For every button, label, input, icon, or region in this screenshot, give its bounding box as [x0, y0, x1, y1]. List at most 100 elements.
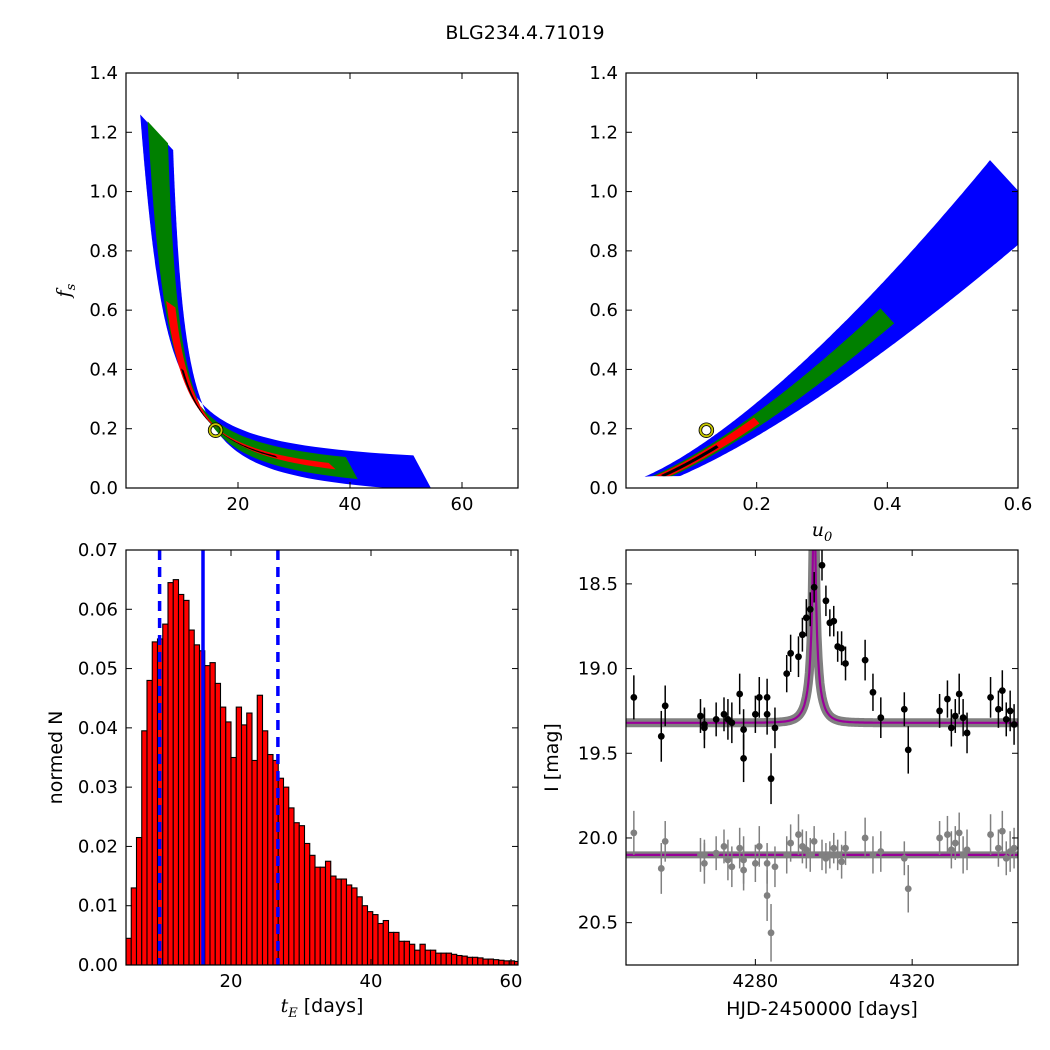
- data-point: [1002, 715, 1010, 723]
- residual-point: [712, 849, 720, 857]
- histogram-bar: [319, 866, 327, 965]
- histogram-bar: [330, 875, 337, 965]
- data-point: [755, 693, 763, 701]
- data-point: [701, 724, 708, 732]
- data-point: [802, 614, 810, 622]
- histogram-bar: [361, 905, 369, 965]
- residual-point: [630, 829, 638, 837]
- histogram-bar: [335, 878, 342, 965]
- data-point: [987, 693, 994, 701]
- data-point: [771, 724, 779, 732]
- axes-frame: [625, 549, 1019, 966]
- histogram-bar: [177, 593, 185, 965]
- panel-tE-histogram: 20 40 60 0.00 0.01 0.02 0.03 0.04 0.05 0.06 0.07 no…: [45, 540, 522, 1021]
- histogram-bar: [246, 712, 253, 965]
- y-tick-label: 1.2: [89, 122, 118, 143]
- histogram-bar: [130, 887, 138, 965]
- data-point: [740, 754, 747, 762]
- histogram-bar: [482, 958, 489, 965]
- histogram-bar: [324, 860, 332, 965]
- residual-point: [740, 856, 747, 864]
- residual-point: [900, 854, 908, 862]
- residual-point: [959, 851, 967, 859]
- data-point: [657, 732, 665, 740]
- residual-point: [763, 859, 771, 867]
- axes-frame: [125, 549, 519, 966]
- y-tick-label: 0.06: [78, 599, 118, 620]
- y-tick-label: 1.4: [89, 63, 118, 84]
- histogram-bar: [146, 679, 153, 965]
- histogram-bar: [382, 919, 390, 965]
- data-point: [1010, 721, 1018, 728]
- histogram-bar: [461, 955, 468, 965]
- histogram-bar: [230, 756, 237, 965]
- residual-point: [802, 846, 810, 854]
- plot-area: [644, 160, 1018, 477]
- data-point: [830, 617, 838, 625]
- histogram-bar: [298, 825, 306, 965]
- data-point: [697, 712, 704, 720]
- residual-point: [724, 856, 732, 864]
- histogram-bar: [261, 730, 269, 965]
- contour-level-middle: [652, 308, 895, 477]
- histogram-bar: [309, 854, 316, 965]
- residual-point: [787, 839, 795, 847]
- histogram-bar: [440, 952, 447, 965]
- histogram-bar: [240, 724, 248, 965]
- data-point: [751, 710, 759, 718]
- histogram-bar: [372, 914, 379, 965]
- histogram-bar: [429, 949, 437, 965]
- data-point: [736, 690, 744, 698]
- histogram-bar: [466, 956, 474, 965]
- x-tick-label: 20: [227, 494, 250, 515]
- residual-point: [963, 846, 971, 854]
- data-point: [947, 724, 955, 732]
- y-tick-label: 20.0: [578, 828, 618, 849]
- histogram-bar: [340, 878, 348, 965]
- histogram-bar: [282, 786, 290, 965]
- data-point: [763, 710, 771, 718]
- y-tick-label: 0.0: [589, 478, 618, 499]
- data-point: [795, 653, 802, 661]
- y-tick-label: 0.2: [89, 419, 118, 440]
- histogram-bar: [167, 582, 174, 965]
- residual-point: [995, 844, 1002, 852]
- residual-point: [842, 844, 849, 852]
- data-point: [842, 660, 849, 667]
- axes-frame: [625, 72, 1019, 489]
- residual-point: [826, 851, 834, 859]
- x-tick-label: 20: [220, 971, 243, 992]
- data-point: [822, 597, 830, 605]
- data-point: [944, 695, 951, 703]
- y-tick-label: 1.0: [89, 182, 118, 203]
- panel-lightcurve: 4280 4320 18.5 19.0 19.5 20.0 20.5 I [mag] HJD-2…: [541, 549, 1019, 1020]
- data-point: [818, 561, 826, 569]
- histogram-bar: [487, 958, 495, 965]
- histogram-bar: [345, 884, 353, 965]
- y-tick-label: 0.01: [78, 896, 118, 917]
- plot-area: [126, 550, 518, 965]
- histogram-bar: [503, 960, 510, 965]
- histogram-bar: [141, 730, 148, 965]
- data-point: [861, 656, 869, 664]
- residual-point: [657, 865, 665, 872]
- y-axis-label: normed N: [45, 711, 67, 805]
- axes-frame: [125, 72, 519, 489]
- y-tick-label: 0.8: [589, 241, 618, 262]
- histogram-bar: [435, 952, 442, 965]
- residual-point: [806, 851, 814, 859]
- data-point: [998, 687, 1006, 694]
- y-tick-label: 0.4: [89, 359, 118, 380]
- y-tick-label: 1.4: [589, 63, 618, 84]
- residual-point: [1002, 854, 1010, 862]
- histogram-bar: [403, 940, 411, 965]
- residual-point: [810, 837, 818, 845]
- data-point: [959, 714, 967, 722]
- histogram-bar: [235, 706, 243, 965]
- data-point: [900, 705, 908, 713]
- y-axis-label: I [mag]: [541, 723, 563, 792]
- y-axis-label: fs: [53, 283, 79, 299]
- histogram-bar: [414, 949, 421, 965]
- residual-point: [838, 858, 845, 866]
- data-point: [951, 712, 959, 720]
